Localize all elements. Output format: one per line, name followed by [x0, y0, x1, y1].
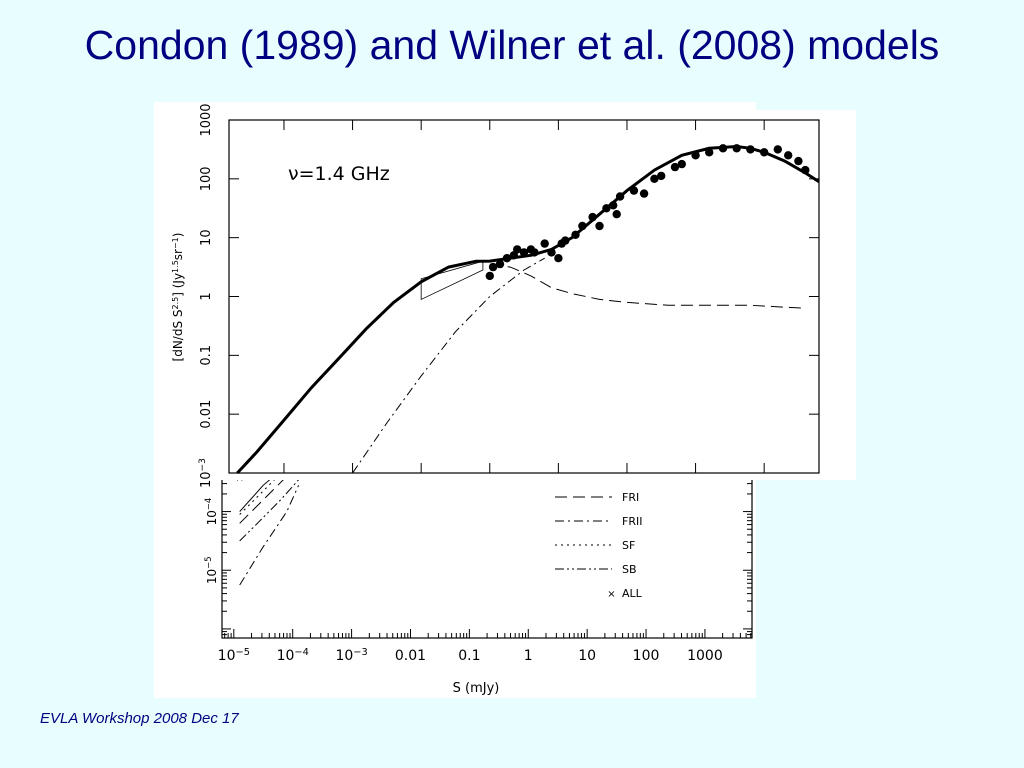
y-tick-label: 0.01: [199, 400, 214, 429]
legend-label: SB: [622, 563, 637, 576]
data-point: [746, 145, 755, 154]
data-point: [794, 156, 803, 166]
slide-title: Condon (1989) and Wilner et al. (2008) m…: [84, 22, 940, 68]
series-line-sb: [239, 472, 305, 542]
x-tick-label: 1: [524, 648, 533, 664]
footer-text: EVLA Workshop 2008 Dec 17: [40, 710, 239, 727]
foreground-chart-layer: 10−3 0.01 0.1 1 10 100 1000: [198, 103, 820, 488]
data-point: [657, 171, 666, 181]
data-point: [488, 262, 498, 272]
data-point: [540, 239, 549, 248]
x-tick-label: 0.1: [458, 648, 480, 664]
x-tick-label: 10−3: [335, 647, 367, 665]
y-axis-label: [dN/dS S2.5] (Jy1.5sr−1): [171, 233, 186, 362]
legend-label: FRI: [622, 491, 639, 504]
data-point: [602, 204, 611, 213]
y-tick-label: 1: [199, 292, 214, 300]
legend-label: ALL: [622, 587, 643, 600]
legend-marker: ×: [607, 589, 615, 600]
data-point: [705, 148, 714, 157]
background-chart-layer: 10−5 10−4 10−3 0.01 0.1 1 10 100 1000 10−4 10−5 × FR…: [203, 461, 752, 665]
y-tick-label: 10−5: [203, 556, 219, 584]
legend-label: SF: [622, 539, 635, 552]
data-point: [773, 145, 782, 154]
y-tick-label: 10−4: [203, 498, 219, 526]
data-point: [677, 159, 686, 169]
data-point: [615, 192, 625, 201]
x-tick-label: 1000: [687, 648, 723, 664]
y-tick-label: 0.1: [199, 345, 214, 366]
data-point: [801, 165, 810, 175]
y-tick-label: 1000: [199, 103, 214, 136]
data-point: [561, 236, 570, 245]
model-line-3: [352, 257, 545, 474]
data-point: [732, 144, 741, 153]
data-point: [502, 254, 512, 263]
data-point: [530, 248, 539, 257]
data-point: [578, 221, 587, 231]
data-point: [554, 254, 563, 263]
data-point: [547, 248, 556, 257]
data-point: [609, 201, 618, 210]
data-point: [718, 144, 728, 153]
x-tick-label: 100: [633, 648, 660, 664]
data-point: [485, 271, 494, 281]
y-tick-label: 10−3: [198, 458, 214, 488]
data-point: [595, 221, 604, 231]
data-point: [612, 210, 621, 219]
frequency-annotation: ν=1.4 GHz: [288, 163, 390, 185]
data-point: [784, 151, 793, 160]
x-tick-label: 10: [578, 648, 596, 664]
x-tick-label: 10−5: [218, 647, 250, 665]
data-point: [629, 186, 639, 195]
legend-label: FRII: [622, 515, 642, 528]
data-point: [495, 259, 505, 269]
data-point: [513, 245, 522, 254]
data-point: [639, 189, 649, 198]
data-point: [519, 248, 529, 257]
x-axis-label: S (mJy): [453, 681, 500, 696]
y-tick-label: 100: [199, 166, 214, 191]
model-line-2: [489, 263, 806, 309]
data-point: [650, 174, 659, 183]
data-point: [588, 212, 597, 222]
data-point: [670, 162, 680, 172]
data-point: [571, 230, 580, 239]
foreground-panel: [154, 110, 856, 480]
series-line-frii: [239, 485, 300, 586]
x-tick-label: 0.01: [395, 648, 426, 664]
x-tick-label: 10−4: [277, 647, 309, 665]
data-point: [691, 151, 700, 160]
data-point: [760, 148, 769, 157]
y-tick-label: 10: [199, 229, 214, 246]
